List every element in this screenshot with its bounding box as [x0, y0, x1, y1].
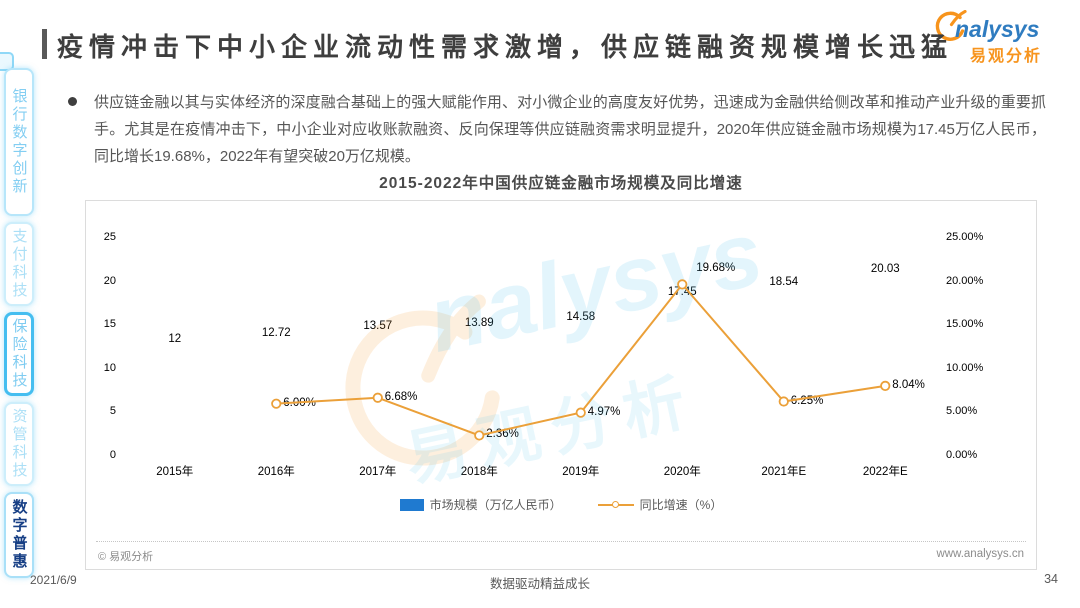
bar-value-label: 12 [168, 333, 182, 345]
y-axis-tick [120, 282, 124, 283]
sidebar-item-digital-inclusion[interactable]: 数字普惠 [4, 492, 34, 578]
y-axis-tick [936, 282, 941, 283]
bar-value-label: 13.89 [464, 317, 494, 329]
legend-item-growth: 同比增速（%） [597, 496, 723, 513]
y-axis-label-left: 25 [103, 231, 116, 243]
bar-2019年 [558, 329, 604, 456]
x-axis-tick [226, 456, 227, 460]
line-value-label: 4.97% [587, 405, 621, 418]
x-axis-tick [327, 456, 328, 460]
x-axis-label: 2017年 [359, 466, 397, 478]
y-axis-label-right: 5.00% [946, 405, 978, 418]
x-axis-tick [733, 456, 734, 460]
analysys-logo: nalysys 易观分析 [928, 10, 1070, 65]
y-axis-label-right: 15.00% [946, 318, 984, 331]
bar-2020年 [659, 304, 705, 456]
chart-legend: 市场规模（万亿人民币） 同比增速（%） [86, 496, 1036, 513]
y-axis-label-left: 20 [103, 274, 116, 287]
logo-brand-text: nalysys [955, 16, 1040, 42]
x-axis-label: 2016年 [257, 466, 295, 478]
plot-area: nalysys 易观分析 0 5 10 15 20 25 0.00% 5.00% 10.00% 1… [86, 201, 1036, 569]
y-axis-tick [936, 238, 941, 239]
legend-item-market-size: 市场规模（万亿人民币） [399, 496, 562, 513]
bar-2021年E [761, 294, 807, 456]
footer-date: 2021/6/9 [30, 573, 77, 587]
bar-value-label: 12.72 [261, 327, 291, 339]
sidebar-item-asset-mgmt-tech[interactable]: 资管科技 [4, 402, 34, 486]
x-axis-tick [936, 456, 937, 460]
sidebar-item-payment-tech[interactable]: 支付科技 [4, 222, 34, 306]
y-axis-label-left: 0 [109, 449, 116, 461]
line-value-label: 6.00% [283, 396, 316, 409]
footer-page-number: 34 [1044, 572, 1058, 586]
y-axis-label-left: 15 [103, 318, 116, 331]
chart-panel: nalysys 易观分析 0 5 10 15 20 25 0.00% 5.00% 10.00% 1… [85, 200, 1037, 570]
legend-label: 同比增速（%） [639, 498, 723, 512]
x-axis-label: 2022年E [862, 466, 908, 478]
y-axis-label-right: 25.00% [946, 231, 984, 243]
sidebar-item-label: 银行数字创新 [10, 88, 28, 196]
chart-footer-divider [96, 541, 1026, 542]
y-axis-right [936, 233, 937, 456]
x-axis-label: 2020年 [663, 466, 701, 478]
y-axis-tick [120, 412, 124, 413]
sidebar-item-label: 保险科技 [10, 318, 28, 390]
bar-value-label: 20.03 [870, 263, 900, 275]
logo-cjk-text: 易观分析 [970, 48, 1043, 65]
y-axis-tick [120, 325, 124, 326]
sidebar-item-banking-digital-innovation[interactable]: 银行数字创新 [4, 68, 34, 216]
x-axis-tick [429, 456, 430, 460]
chart-website: www.analysys.cn [936, 548, 1024, 560]
x-axis-tick [835, 456, 836, 460]
line-value-label: 6.68% [384, 390, 418, 403]
y-axis-label-right: 0.00% [946, 449, 978, 461]
bar-value-label: 17.45 [667, 286, 697, 298]
line-value-label: 6.25% [790, 394, 824, 407]
y-axis-tick [936, 325, 941, 326]
logo-swirl-icon [935, 10, 967, 41]
x-axis-tick [530, 456, 531, 460]
x-axis-label: 2015年 [156, 466, 194, 478]
x-axis-tick [124, 456, 125, 460]
bar-value-label: 14.58 [566, 311, 596, 323]
line-value-label: 8.04% [892, 378, 925, 391]
footer-slogan: 数据驱动精益成长 [489, 577, 590, 591]
y-axis-label-left: 5 [109, 405, 116, 418]
chart-title: 2015-2022年中国供应链金融市场规模及同比增速 [379, 175, 743, 192]
legend-line-swatch [597, 500, 634, 510]
sidebar-item-label: 资管科技 [10, 408, 28, 480]
y-axis-tick [120, 238, 124, 239]
y-axis-label-right: 10.00% [946, 361, 984, 374]
x-axis-label: 2019年 [562, 466, 600, 478]
y-axis-tick [936, 412, 941, 413]
x-axis-tick [632, 456, 633, 460]
line-value-label: 2.36% [486, 428, 519, 441]
x-axis-label: 2021年E [761, 466, 807, 478]
title-accent-bar [42, 29, 47, 59]
bar-2022年E [862, 281, 908, 456]
bar-value-label: 18.54 [769, 276, 799, 288]
bar-2015年 [152, 351, 198, 456]
chart-source: © 易观分析 [98, 551, 154, 563]
y-axis-tick [120, 369, 124, 370]
body-paragraph: 供应链金融以其与实体经济的深度融合基础上的强大赋能作用、对小微企业的高度友好优势… [94, 94, 1046, 165]
y-axis-label-right: 20.00% [946, 274, 984, 287]
legend-label: 市场规模（万亿人民币） [429, 498, 562, 512]
sidebar-item-label: 数字普惠 [10, 499, 28, 571]
page-title: 疫情冲击下中小企业流动性需求激增，供应链融资规模增长迅猛 [57, 32, 954, 62]
line-value-label: 19.68% [696, 262, 736, 275]
sidebar-item-label: 支付科技 [10, 228, 28, 300]
legend-bar-swatch [399, 498, 424, 511]
y-axis-tick [936, 369, 941, 370]
bullet-icon [68, 97, 77, 106]
x-axis-label: 2018年 [460, 466, 498, 478]
y-axis-label-left: 10 [103, 361, 116, 374]
bar-value-label: 13.57 [363, 320, 393, 332]
sidebar-item-insurance-tech[interactable]: 保险科技 [4, 312, 34, 396]
legend-line-marker [611, 500, 619, 508]
